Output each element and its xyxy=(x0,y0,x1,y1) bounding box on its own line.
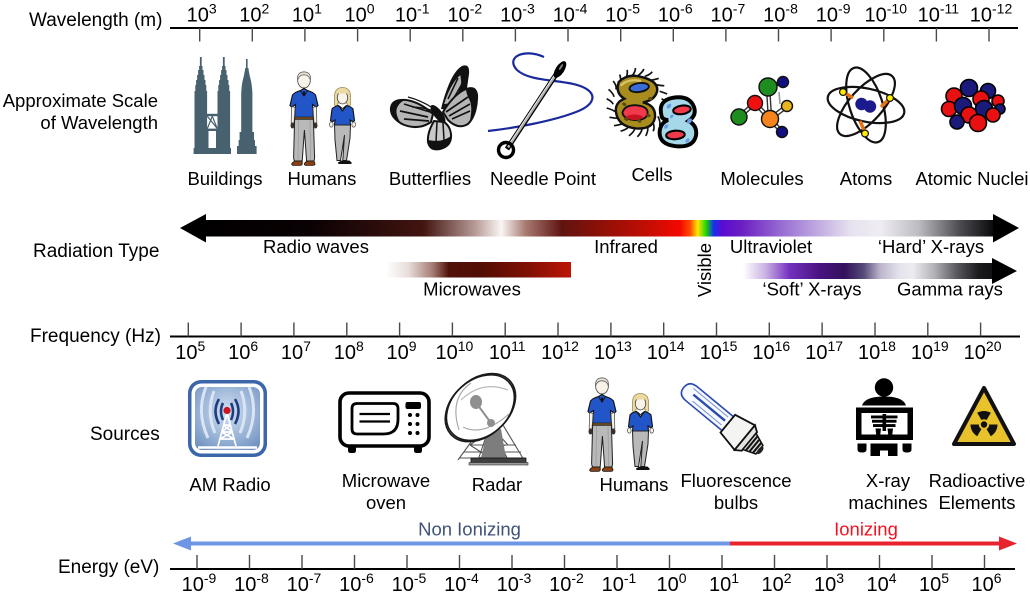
svg-text:Humans: Humans xyxy=(288,168,357,189)
svg-text:Non Ionizing: Non Ionizing xyxy=(418,519,521,540)
svg-text:Elements: Elements xyxy=(938,492,1015,513)
svg-text:10-9: 10-9 xyxy=(816,1,851,27)
svg-text:Microwaves: Microwaves xyxy=(423,279,521,300)
svg-text:Radio waves: Radio waves xyxy=(263,236,369,257)
svg-text:Radiation Type: Radiation Type xyxy=(33,241,159,262)
svg-text:Atomic Nuclei: Atomic Nuclei xyxy=(915,168,1028,189)
svg-text:Fluorescence: Fluorescence xyxy=(680,470,791,491)
svg-text:Ultraviolet: Ultraviolet xyxy=(730,236,812,257)
svg-text:Buildings: Buildings xyxy=(187,168,262,189)
svg-text:Ionizing: Ionizing xyxy=(834,519,898,540)
svg-text:Gamma rays: Gamma rays xyxy=(897,279,1003,300)
svg-text:of Wavelength: of Wavelength xyxy=(40,112,158,133)
svg-text:‘Soft’ X-rays: ‘Soft’ X-rays xyxy=(762,279,861,300)
svg-text:Infrared: Infrared xyxy=(594,236,658,257)
svg-text:Atoms: Atoms xyxy=(840,168,892,189)
svg-text:Microwave: Microwave xyxy=(342,470,430,491)
svg-text:Needle Point: Needle Point xyxy=(490,168,596,189)
svg-text:Approximate Scale: Approximate Scale xyxy=(3,90,158,111)
svg-text:1017: 1017 xyxy=(805,338,843,364)
svg-text:Cells: Cells xyxy=(631,164,672,185)
svg-text:Frequency (Hz): Frequency (Hz) xyxy=(30,326,161,347)
svg-text:Radar: Radar xyxy=(472,474,522,495)
svg-text:machines: machines xyxy=(848,492,927,513)
svg-text:10-7: 10-7 xyxy=(287,570,322,596)
svg-text:Wavelength (m): Wavelength (m) xyxy=(29,10,162,31)
svg-text:Radioactive: Radioactive xyxy=(929,470,1026,491)
svg-text:bulbs: bulbs xyxy=(714,492,758,513)
svg-text:Energy (eV): Energy (eV) xyxy=(58,557,159,578)
svg-text:Molecules: Molecules xyxy=(720,168,803,189)
svg-text:X-ray: X-ray xyxy=(866,470,911,491)
svg-text:Sources: Sources xyxy=(90,424,160,445)
svg-text:oven: oven xyxy=(366,492,406,513)
svg-text:‘Hard’ X-rays: ‘Hard’ X-rays xyxy=(878,236,984,257)
svg-text:Visible: Visible xyxy=(694,243,715,297)
svg-text:Humans: Humans xyxy=(600,474,669,495)
svg-text:AM Radio: AM Radio xyxy=(189,474,270,495)
svg-text:Butterflies: Butterflies xyxy=(389,168,471,189)
